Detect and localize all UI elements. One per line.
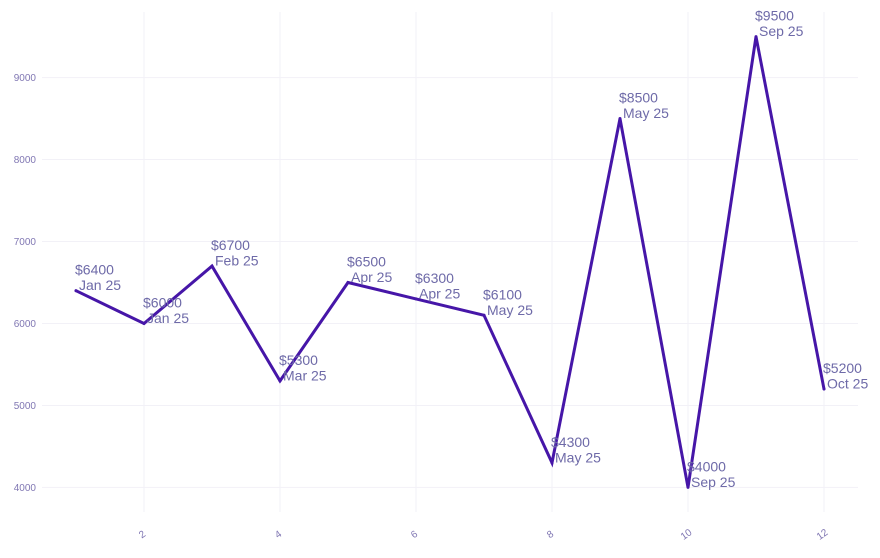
- data-label-date: Sep 25: [759, 23, 804, 39]
- y-tick-label: 5000: [14, 401, 37, 412]
- data-point: [346, 280, 350, 284]
- data-label-date: Apr 25: [351, 269, 392, 285]
- data-label-value: $4300: [551, 434, 590, 450]
- data-label-date: May 25: [623, 105, 669, 121]
- data-label-value: $6100: [483, 286, 522, 302]
- data-label-date: Jan 25: [79, 277, 121, 293]
- data-label-value: $5300: [279, 352, 318, 368]
- x-tick-label: 10: [679, 527, 695, 543]
- data-point: [278, 379, 282, 383]
- data-label-value: $5200: [823, 360, 862, 376]
- grid-layer: [42, 12, 858, 512]
- data-point: [822, 387, 826, 391]
- data-label-date: Oct 25: [827, 376, 868, 392]
- y-tick-label: 8000: [14, 155, 37, 166]
- data-label-date: Sep 25: [691, 474, 736, 490]
- x-tick-label: 4: [273, 529, 284, 541]
- data-label-date: Feb 25: [215, 253, 259, 269]
- x-tick-label: 6: [409, 529, 420, 541]
- data-label-value: $6500: [347, 253, 386, 269]
- data-point: [550, 461, 554, 465]
- data-point: [482, 313, 486, 317]
- data-label-date: May 25: [555, 449, 601, 465]
- x-tick-label: 2: [137, 529, 148, 541]
- data-label-date: Jan 25: [147, 310, 189, 326]
- data-label-value: $4000: [687, 458, 726, 474]
- data-point: [414, 297, 418, 301]
- data-point: [142, 321, 146, 325]
- y-tick-label: 9000: [14, 73, 37, 84]
- data-point: [74, 289, 78, 293]
- x-tick-label: 8: [545, 529, 556, 541]
- data-label-value: $6700: [211, 237, 250, 253]
- data-point: [618, 117, 622, 121]
- x-tick-label: 12: [815, 527, 831, 543]
- data-label-value: $6400: [75, 262, 114, 278]
- series-layer: [74, 35, 826, 489]
- data-label-value: $8500: [619, 90, 658, 106]
- data-point: [686, 485, 690, 489]
- data-label-value: $6300: [415, 270, 454, 286]
- y-tick-label: 6000: [14, 319, 37, 330]
- data-label-value: $6000: [143, 294, 182, 310]
- data-label-date: May 25: [487, 302, 533, 318]
- y-tick-label: 4000: [14, 483, 37, 494]
- data-label-date: Mar 25: [283, 367, 327, 383]
- data-label-date: Apr 25: [419, 285, 460, 301]
- series-line: [74, 36, 826, 488]
- data-point: [210, 264, 214, 268]
- y-tick-label: 7000: [14, 237, 37, 248]
- data-label-value: $9500: [755, 8, 794, 24]
- data-point: [754, 35, 758, 39]
